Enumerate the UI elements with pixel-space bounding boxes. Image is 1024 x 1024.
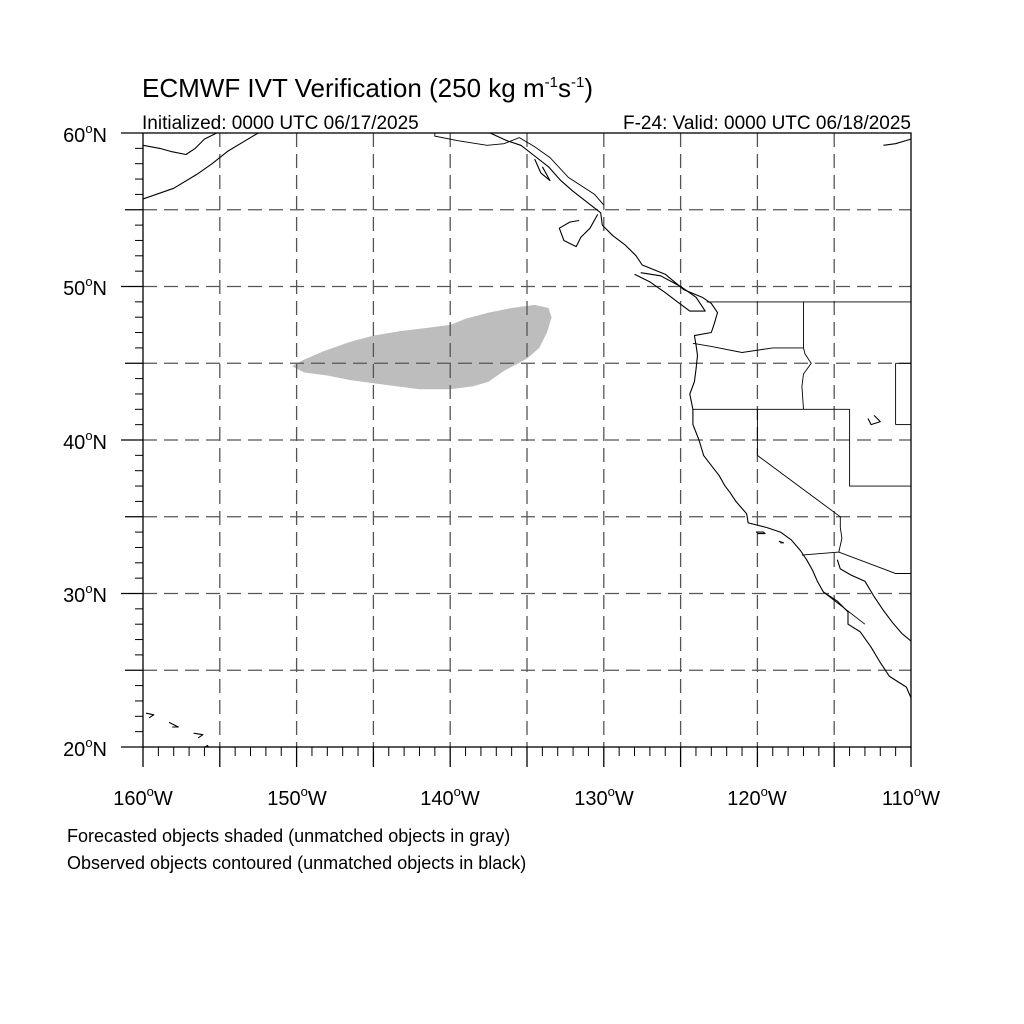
coastline-segment [755, 531, 766, 535]
lon-label-150w: 150oW [267, 784, 327, 810]
coastline-segment [883, 138, 911, 146]
border-segment [823, 591, 866, 625]
lat-label-40: 40oN [63, 428, 107, 454]
border-segment [801, 551, 911, 574]
coastline-segment [867, 415, 881, 426]
coastline-segment [145, 712, 155, 719]
coastline-segment [634, 272, 706, 312]
lon-label-110w: 110oW [882, 784, 940, 810]
latitude-labels: 60oN 50oN 40oN 30oN 20oN [63, 121, 107, 761]
valid-time-text: F-24: Valid: 0000 UTC 06/18/2025 [623, 113, 911, 134]
lon-label-160w: 160oW [113, 784, 173, 810]
coastline-segment [143, 133, 259, 200]
unmatched-forecast-object-0 [292, 304, 552, 390]
caption-observed: Observed objects contoured (unmatched ob… [67, 853, 527, 873]
coastline-segment [168, 721, 179, 728]
graticule [143, 133, 911, 747]
longitude-labels: 160oW 150oW 140oW 130oW 120oW 110oW [113, 784, 940, 810]
caption-forecast: Forecasted objects shaded (unmatched obj… [67, 826, 511, 846]
coastline-segment [778, 540, 785, 544]
border-segment [692, 342, 804, 353]
coastline-segment [534, 158, 551, 182]
map-title: ECMWF IVT Verification (250 kg m-1s-1) [142, 73, 593, 103]
coastline-segment [836, 559, 911, 642]
init-time-text: Initialized: 0000 UTC 06/17/2025 [142, 113, 419, 134]
political-borders [434, 133, 911, 625]
coastline-segment [489, 133, 911, 699]
lat-label-60: 60oN [63, 121, 107, 147]
border-segment [434, 133, 605, 206]
border-segment [801, 301, 812, 410]
coastline-segment [143, 133, 217, 156]
lat-label-50: 50oN [63, 274, 107, 300]
coastline-segment [193, 732, 204, 739]
lat-label-20: 20oN [63, 735, 107, 761]
forecast-objects-layer [292, 304, 552, 390]
lon-label-120w: 120oW [727, 784, 787, 810]
border-segment [849, 409, 911, 487]
coastline-segment [558, 214, 599, 248]
axis-ticks [121, 132, 912, 767]
lon-label-130w: 130oW [574, 784, 634, 810]
lon-label-140w: 140oW [420, 784, 480, 810]
map-area [143, 133, 911, 747]
border-segment [756, 409, 843, 553]
lat-label-30: 30oN [63, 581, 107, 607]
